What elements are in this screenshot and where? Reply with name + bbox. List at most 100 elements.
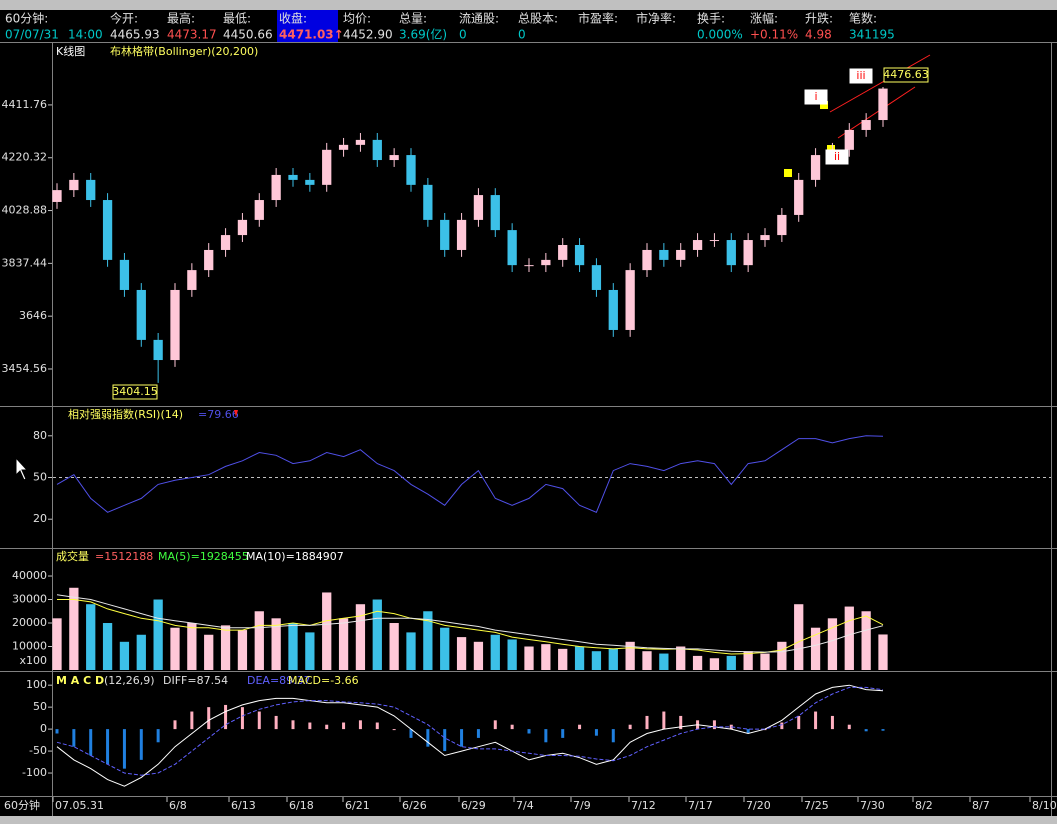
header-label: 最高: [167, 11, 195, 26]
volume-bar [659, 653, 669, 670]
header-label: 均价: [343, 12, 371, 26]
y-tick-label: 4411.76 [2, 98, 48, 111]
annotation-box [849, 68, 873, 84]
volume-bar [102, 623, 113, 670]
volume-bar [237, 630, 248, 670]
volume-bar [86, 604, 96, 670]
volume-bar [726, 655, 736, 670]
volume-bar [440, 627, 450, 670]
header-value: +0.11% [750, 28, 798, 42]
macd-bar [392, 729, 396, 731]
header-value: 4450.66 [223, 28, 273, 42]
x-tick-label: 6/13 [231, 799, 256, 812]
macd-bar [864, 729, 868, 732]
candle-body [558, 245, 568, 260]
volume-bar [861, 611, 871, 670]
panel-title: 相对强弱指数(RSI)(14) [68, 407, 183, 421]
volume-bar [389, 623, 399, 670]
candle-body [507, 230, 517, 266]
legend-entry: MACD=-3.66 [288, 674, 359, 687]
macd-bar [426, 729, 430, 747]
volume-bar [355, 604, 366, 670]
rsi-line [56, 435, 884, 513]
y-tick-label: 4220.32 [2, 151, 48, 164]
candle-body [473, 195, 484, 220]
header-value: 4471.03↑ [279, 28, 344, 42]
y-tick-label: 20 [33, 512, 47, 525]
macd-bar [342, 722, 346, 730]
volume-bar [743, 651, 753, 670]
annotation: ii [834, 150, 840, 163]
x-tick-label: 7/9 [573, 799, 591, 812]
panel-title: M A C D [56, 674, 104, 687]
legend-arrow [234, 410, 238, 417]
ma-line [56, 594, 884, 653]
candle-body [338, 144, 349, 150]
x-tick-label: 6/26 [402, 799, 427, 812]
legend-entry: MA(10)=1884907 [246, 550, 344, 563]
macd-bar [712, 720, 716, 730]
volume-bar [676, 646, 686, 670]
x-tick-label: 6/21 [345, 799, 370, 812]
volume-bar [322, 592, 332, 670]
y-tick-label: 3454.56 [2, 362, 48, 375]
y-tick-label: 20000 [12, 616, 47, 629]
macd-bar [476, 729, 480, 738]
volume-bar [170, 627, 180, 670]
header-label: 总量: [399, 12, 427, 26]
candle-body [355, 139, 366, 145]
candle-body [456, 219, 467, 250]
footer-label: 60分钟 [4, 798, 40, 812]
volume-bar [372, 599, 382, 670]
header-value: 07/07/31 [5, 28, 59, 42]
volume-bar [52, 618, 62, 670]
macd-bar [561, 729, 565, 738]
y-tick-label: 100 [26, 678, 47, 691]
volume-bar [591, 651, 602, 670]
macd-bar [325, 724, 329, 730]
candle-body [541, 259, 551, 266]
volume-bar [574, 646, 585, 670]
candle-body [119, 259, 130, 290]
macd-bar [460, 729, 464, 747]
candle-body [659, 249, 669, 260]
header-label: 最低: [223, 12, 251, 26]
frame [0, 42, 1057, 816]
header-label: 流通股: [459, 12, 499, 26]
macd-bar [493, 720, 497, 730]
candle-body [777, 214, 787, 236]
x-tick-label: 6/8 [169, 799, 187, 812]
macd-bar [594, 729, 598, 736]
header-label: 涨幅: [750, 11, 778, 26]
volume-bar [524, 646, 534, 670]
candle-body [86, 179, 96, 201]
y-tick-label: 10000 [12, 640, 47, 653]
volume-bar [541, 644, 551, 670]
panel-subtitle: 布林格带(Bollinger)(20,200) [110, 44, 258, 58]
macd-bar [89, 729, 93, 756]
macd-bar [662, 711, 666, 730]
header-value: 4452.90 [343, 28, 393, 42]
macd-bar [358, 720, 362, 730]
candle-body [204, 249, 214, 271]
annotation: i [814, 90, 817, 103]
candle-body [878, 88, 888, 121]
annotation: 4476.63 [883, 68, 929, 81]
volume-bar [423, 611, 433, 670]
annotation: iii [856, 69, 865, 82]
y-unit: x100 [19, 654, 47, 667]
volume-bar [69, 587, 79, 670]
x-tick-label: 7/20 [746, 799, 771, 812]
volume-bar [204, 634, 214, 670]
macd-bar [746, 729, 750, 734]
macd-bar [780, 722, 784, 730]
volume-bar [338, 618, 349, 670]
candle-body [676, 249, 686, 260]
candle-body [69, 179, 79, 191]
y-tick-label: 80 [33, 429, 47, 442]
volume-bar [709, 658, 720, 670]
y-tick-label: -100 [22, 766, 47, 779]
macd-bar [409, 729, 413, 738]
macd-bar [443, 729, 447, 752]
